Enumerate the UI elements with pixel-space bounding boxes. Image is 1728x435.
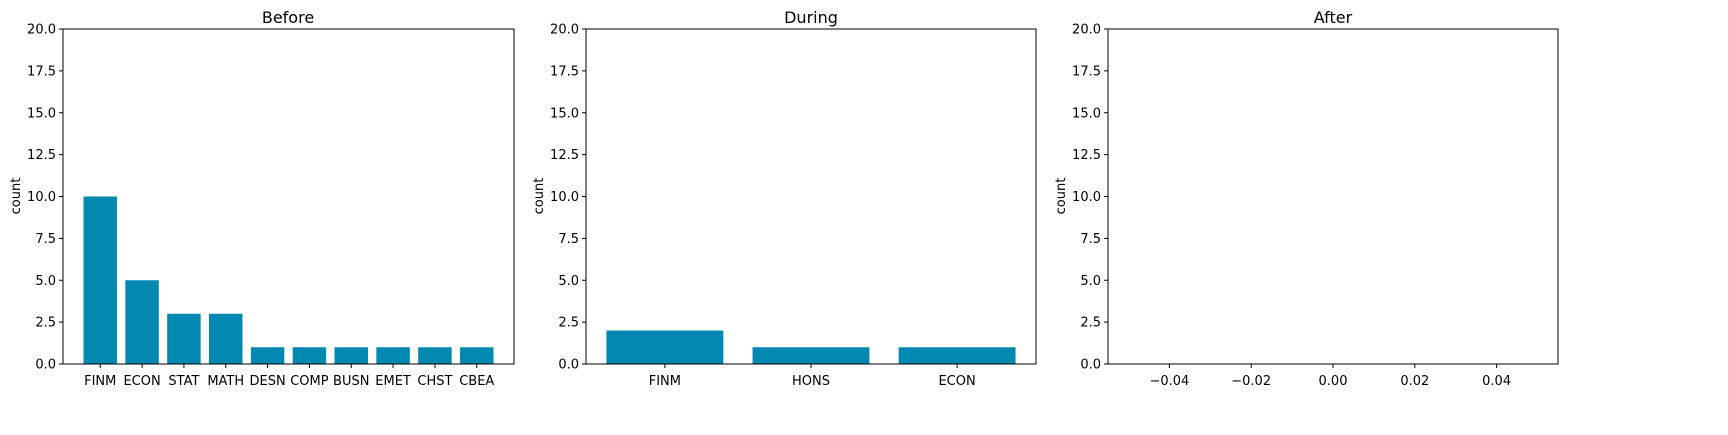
y-tick-label-during: 2.5 (558, 316, 579, 331)
bar-before-math (209, 313, 243, 364)
y-tick-label-during: 5.0 (558, 274, 579, 289)
y-tick-label-during: 20.0 (550, 23, 579, 38)
y-ticks-before: 0.0 2.5 5.0 7.5 10.0 12.5 15.0 17.5 20.0 (27, 23, 63, 373)
x-tick-label-before-chst: CHST (417, 374, 452, 389)
y-tick-label-before: 5.0 (35, 274, 56, 289)
y-tick-label-during: 12.5 (550, 148, 579, 163)
chart-title-during: During (784, 8, 838, 27)
bar-before-comp (292, 347, 327, 364)
bars-before (83, 196, 494, 364)
x-tick-label-before-desn: DESN (249, 374, 285, 389)
y-axis-label-during: count (532, 178, 547, 215)
y-tick-label-before: 2.5 (35, 316, 56, 331)
bar-during-econ (898, 347, 1016, 364)
y-tick-label-before: 15.0 (27, 106, 56, 121)
x-tick-label-during-hons: HONS (792, 374, 830, 389)
y-tick-label-after: 20.0 (1072, 23, 1101, 38)
y-tick-label-before: 10.0 (27, 190, 56, 205)
y-ticks-during: 0.0 2.5 5.0 7.5 10.0 12.5 15.0 17.5 20.0 (550, 23, 586, 373)
plot-frame-during (585, 28, 1037, 365)
y-tick-label-after: 7.5 (1080, 232, 1101, 247)
plot-frame-before (62, 28, 515, 365)
y-tick-label-during: 10.0 (550, 190, 579, 205)
x-tick-label-after: −0.02 (1231, 374, 1271, 389)
x-ticks-after: −0.04 −0.02 0.00 0.02 0.04 (1149, 364, 1511, 389)
bar-during-hons (752, 347, 870, 364)
x-tick-label-before-cbea: CBEA (459, 374, 494, 389)
y-tick-label-after: 0.0 (1080, 358, 1101, 373)
x-tick-label-before-emet: EMET (375, 374, 411, 389)
plot-frame-after (1107, 28, 1559, 365)
x-tick-label-before-finm: FINM (84, 374, 116, 389)
x-tick-label-during-econ: ECON (938, 374, 975, 389)
y-axis-label-before: count (9, 178, 24, 215)
y-tick-label-after: 5.0 (1080, 274, 1101, 289)
y-tick-label-before: 0.0 (35, 358, 56, 373)
y-tick-label-before: 17.5 (27, 64, 56, 79)
chart-title-before: Before (262, 8, 314, 27)
x-tick-label-before-comp: COMP (290, 374, 329, 389)
chart-panel-before: Before count 0.0 2.5 5.0 7.5 10.0 12.5 15.0 17.… (9, 8, 515, 389)
y-tick-label-during: 17.5 (550, 64, 579, 79)
y-tick-label-after: 12.5 (1072, 148, 1101, 163)
x-tick-label-before-busn: BUSN (333, 374, 369, 389)
bar-before-cbea (460, 347, 494, 364)
y-tick-label-after: 2.5 (1080, 316, 1101, 331)
bar-before-chst (418, 347, 452, 364)
bar-before-desn (250, 347, 285, 364)
bar-during-finm (606, 330, 724, 364)
x-tick-label-after: 0.00 (1319, 374, 1348, 389)
chart-panel-after: After count 0.0 2.5 5.0 7.5 10.0 12.5 15.0 17.5… (1054, 8, 1559, 389)
x-tick-label-during-finm: FINM (649, 374, 681, 389)
y-tick-label-after: 17.5 (1072, 64, 1101, 79)
x-tick-label-before-econ: ECON (123, 374, 160, 389)
x-tick-label-after: 0.02 (1400, 374, 1429, 389)
x-tick-label-after: −0.04 (1149, 374, 1189, 389)
y-tick-label-after: 10.0 (1072, 190, 1101, 205)
chart-title-after: After (1314, 8, 1353, 27)
x-tick-label-before-math: MATH (207, 374, 244, 389)
bar-before-busn (334, 347, 368, 364)
y-ticks-after: 0.0 2.5 5.0 7.5 10.0 12.5 15.0 17.5 20.0 (1072, 23, 1108, 373)
x-ticks-before: FINM ECON STAT MATH DESN COMP BUSN EMET CHST CBEA (84, 364, 494, 389)
x-tick-label-after: 0.04 (1482, 374, 1511, 389)
y-tick-label-before: 20.0 (27, 23, 56, 38)
bars-during (606, 330, 1016, 364)
y-tick-label-during: 15.0 (550, 106, 579, 121)
y-axis-label-after: count (1054, 178, 1069, 215)
x-ticks-during: FINM HONS ECON (649, 364, 976, 389)
bar-before-stat (167, 313, 201, 364)
chart-panel-during: During count 0.0 2.5 5.0 7.5 10.0 12.5 15.0 17.… (532, 8, 1037, 389)
bar-before-econ (125, 280, 159, 364)
y-tick-label-during: 7.5 (558, 232, 579, 247)
y-tick-label-before: 7.5 (35, 232, 56, 247)
y-tick-label-after: 15.0 (1072, 106, 1101, 121)
x-tick-label-before-stat: STAT (168, 374, 199, 389)
bar-before-emet (376, 347, 410, 364)
y-tick-label-before: 12.5 (27, 148, 56, 163)
bar-before-finm (83, 196, 117, 364)
y-tick-label-during: 0.0 (558, 358, 579, 373)
